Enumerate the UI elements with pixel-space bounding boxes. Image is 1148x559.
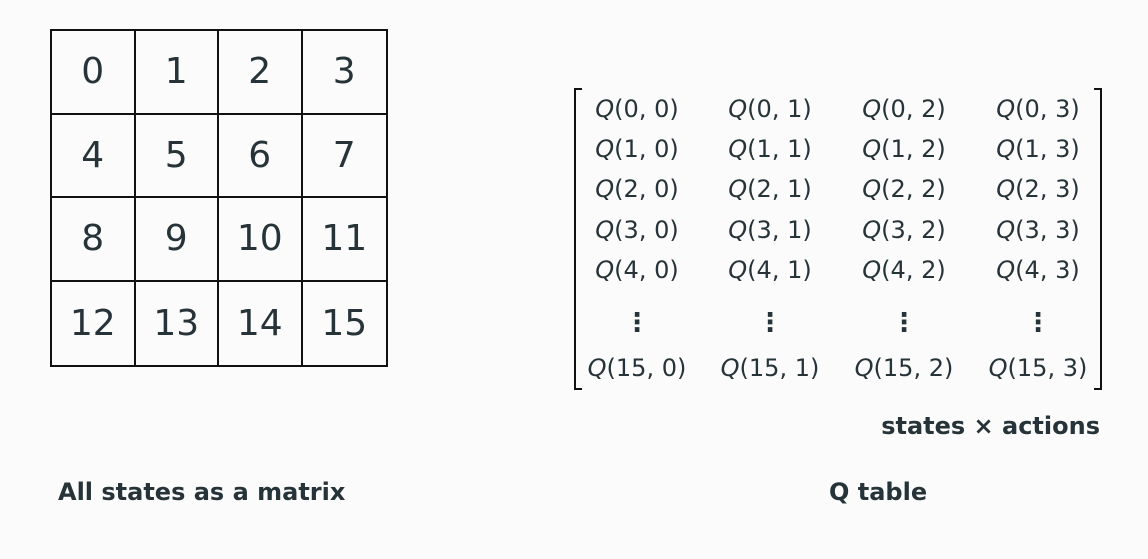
q-value-entry: Q(3, 3) — [996, 216, 1080, 244]
state-cell: 14 — [219, 281, 303, 365]
q-value-entry: Q(3, 0) — [595, 216, 679, 244]
left-bracket — [574, 88, 582, 390]
states-actions-label: states × actions — [881, 412, 1100, 440]
vertical-ellipsis: ⋮ — [757, 308, 783, 338]
q-value-entry: Q(0, 1) — [728, 95, 812, 123]
q-value-entry: Q(3, 2) — [862, 216, 946, 244]
q-value-entry: Q(4, 3) — [996, 256, 1080, 284]
vertical-ellipsis: ⋮ — [624, 308, 650, 338]
state-cell: 12 — [52, 281, 136, 365]
state-grid: 0 1 2 3 4 5 6 7 8 9 10 11 12 13 14 15 — [50, 29, 388, 367]
q-value-entry: Q(15, 2) — [854, 354, 954, 382]
state-cell: 4 — [52, 114, 136, 198]
q-value-entry: Q(4, 2) — [862, 256, 946, 284]
grid-caption: All states as a matrix — [58, 478, 346, 506]
q-value-entry: Q(3, 1) — [728, 216, 812, 244]
q-table-caption: Q table — [829, 478, 928, 506]
q-value-entry: Q(1, 0) — [595, 135, 679, 163]
q-value-entry: Q(0, 3) — [996, 95, 1080, 123]
q-table-entries: Q(0, 0) Q(0, 1) Q(0, 2) Q(0, 3) Q(1, 0) Q(1, … — [574, 88, 1102, 390]
q-value-entry: Q(4, 1) — [728, 256, 812, 284]
state-cell: 10 — [219, 198, 303, 282]
q-value-entry: Q(15, 0) — [587, 354, 687, 382]
state-cell: 11 — [302, 198, 386, 282]
q-value-entry: Q(0, 0) — [595, 95, 679, 123]
q-value-entry: Q(1, 3) — [996, 135, 1080, 163]
q-value-entry: Q(2, 1) — [728, 175, 812, 203]
state-cell: 5 — [135, 114, 219, 198]
state-cell: 3 — [302, 31, 386, 115]
q-table-matrix: Q(0, 0) Q(0, 1) Q(0, 2) Q(0, 3) Q(1, 0) Q(1, … — [574, 88, 1102, 390]
vertical-ellipsis: ⋮ — [1025, 308, 1051, 338]
state-cell: 6 — [219, 114, 303, 198]
state-cell: 15 — [321, 302, 368, 344]
state-cell: 0 — [52, 31, 136, 115]
q-value-entry: Q(2, 3) — [996, 175, 1080, 203]
state-cell: 13 — [136, 281, 219, 365]
q-value-entry: Q(4, 0) — [595, 256, 679, 284]
q-value-entry: Q(0, 2) — [862, 95, 946, 123]
q-value-entry: Q(15, 1) — [720, 354, 820, 382]
state-cell: 8 — [52, 198, 136, 282]
vertical-ellipsis: ⋮ — [891, 308, 917, 338]
state-cell: 7 — [302, 115, 386, 198]
q-value-entry: Q(2, 0) — [595, 175, 679, 203]
q-value-entry: Q(2, 2) — [862, 175, 946, 203]
q-value-entry: Q(1, 1) — [728, 135, 812, 163]
state-cell: 1 — [135, 31, 219, 115]
right-bracket — [1094, 88, 1102, 390]
q-value-entry: Q(1, 2) — [862, 135, 946, 163]
state-cell: 2 — [219, 31, 303, 115]
state-cell: 9 — [135, 198, 219, 282]
q-value-entry: Q(15, 3) — [988, 354, 1088, 382]
